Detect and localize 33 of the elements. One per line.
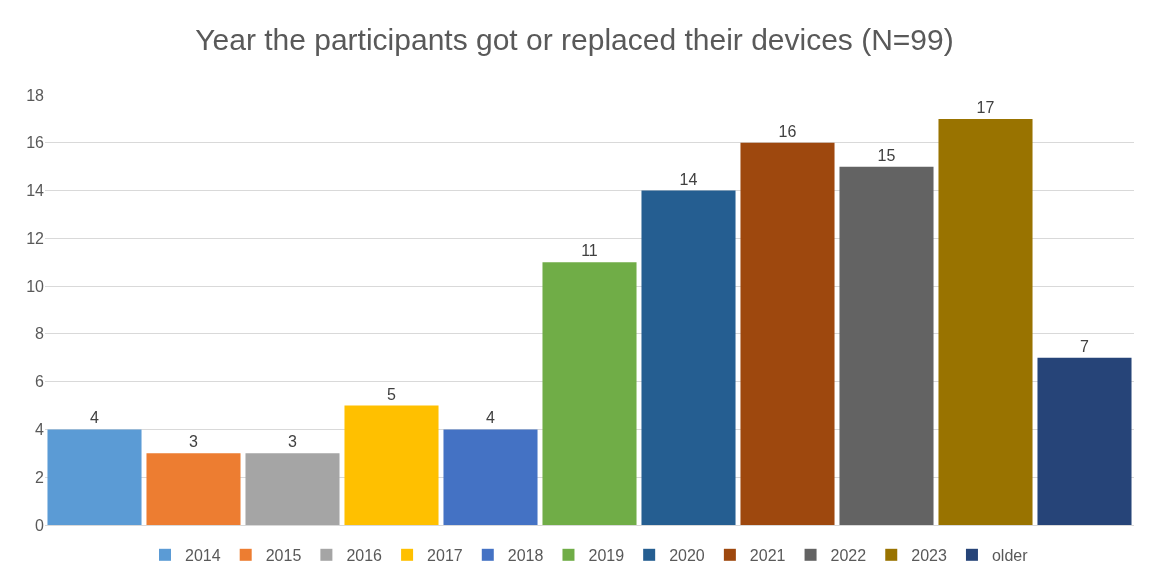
data-label: 17 [976,98,995,116]
y-tick-label: 18 [26,86,45,104]
y-tick-label: 4 [35,421,45,439]
legend-label: 2017 [427,547,463,565]
data-label: 15 [877,146,896,164]
y-tick-label: 10 [26,277,45,295]
data-label: 5 [387,385,397,403]
y-tick-label: 0 [35,516,45,534]
y-tick-label: 2 [35,468,45,486]
y-tick-label: 12 [26,229,45,247]
legend-label: 2023 [911,547,947,565]
legend-label: 2019 [588,547,625,565]
data-label: 4 [486,409,496,427]
legend-label: 2020 [669,547,705,565]
legend-label: 2015 [265,547,302,565]
data-label: 11 [581,242,598,260]
data-label: 4 [90,409,100,427]
chart-title: Year the participants got or replaced their devices (N=99) [195,23,954,57]
data-label: 3 [288,433,297,451]
legend-label: 2016 [346,547,383,565]
legend-label: 2021 [749,547,786,565]
data-label: 3 [189,433,199,451]
legend-label: 2014 [185,547,221,565]
legend-label: 2018 [507,547,544,565]
legend-label: 2022 [830,547,867,565]
y-tick-label: 6 [35,373,45,391]
y-tick-label: 8 [35,325,45,343]
legend-label: older [991,547,1029,565]
y-tick-label: 14 [26,182,45,200]
data-label: 7 [1080,337,1089,355]
data-label: 16 [778,122,797,140]
y-tick-label: 16 [26,134,45,152]
data-label: 14 [679,170,698,188]
